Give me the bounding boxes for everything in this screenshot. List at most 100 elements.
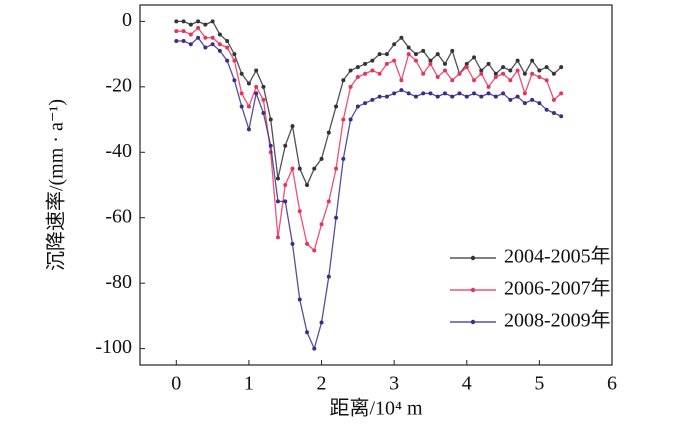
data-point bbox=[203, 35, 208, 40]
data-point bbox=[254, 84, 259, 89]
data-point bbox=[225, 39, 230, 43]
data-point bbox=[493, 94, 498, 99]
data-point bbox=[559, 114, 564, 119]
y-tick-label: -80 bbox=[105, 271, 132, 293]
data-point bbox=[457, 71, 462, 76]
legend-marker bbox=[470, 319, 476, 325]
data-point bbox=[290, 166, 295, 171]
data-point bbox=[283, 183, 288, 187]
data-point bbox=[341, 117, 346, 122]
data-point bbox=[479, 71, 484, 76]
x-axis-label: 距离/10⁴ m bbox=[329, 397, 423, 420]
data-point bbox=[508, 78, 513, 83]
data-point bbox=[210, 19, 215, 24]
data-point bbox=[275, 199, 280, 204]
data-point bbox=[348, 68, 353, 73]
y-tick-label: -60 bbox=[105, 205, 132, 227]
data-point bbox=[493, 75, 498, 79]
data-point bbox=[457, 91, 462, 96]
x-tick-label: 5 bbox=[534, 373, 544, 395]
data-point bbox=[319, 156, 324, 161]
data-point bbox=[435, 75, 440, 79]
data-point bbox=[225, 58, 230, 63]
data-point bbox=[551, 111, 556, 115]
data-point bbox=[319, 222, 324, 227]
data-point bbox=[399, 78, 404, 83]
data-point bbox=[334, 166, 339, 171]
data-point bbox=[239, 71, 244, 76]
data-point bbox=[399, 88, 404, 93]
data-point bbox=[399, 35, 404, 40]
data-point bbox=[501, 91, 506, 96]
data-point bbox=[551, 71, 556, 76]
data-point bbox=[196, 25, 201, 30]
plot-frame bbox=[139, 4, 613, 366]
y-tick-label: -100 bbox=[95, 336, 132, 358]
data-point bbox=[174, 39, 179, 43]
data-point bbox=[530, 71, 535, 76]
data-point bbox=[392, 58, 397, 63]
data-point bbox=[442, 68, 447, 73]
data-point bbox=[450, 78, 455, 83]
data-point bbox=[559, 91, 564, 96]
legend-marker bbox=[470, 255, 476, 261]
data-point bbox=[544, 65, 549, 70]
data-point bbox=[551, 97, 556, 102]
data-point bbox=[275, 176, 280, 181]
data-point bbox=[341, 78, 346, 83]
data-point bbox=[290, 124, 295, 129]
data-point bbox=[305, 183, 310, 187]
data-point bbox=[428, 58, 433, 63]
data-point bbox=[530, 58, 535, 63]
data-point bbox=[479, 94, 484, 99]
data-point bbox=[450, 48, 455, 53]
data-point bbox=[268, 117, 273, 122]
data-point bbox=[312, 166, 317, 171]
x-tick-label: 4 bbox=[462, 373, 472, 395]
data-point bbox=[442, 61, 447, 66]
data-point bbox=[355, 104, 360, 109]
data-point bbox=[181, 19, 186, 24]
data-point bbox=[464, 61, 469, 66]
data-point bbox=[435, 52, 440, 57]
data-point bbox=[268, 143, 273, 148]
data-point bbox=[472, 91, 477, 96]
data-point bbox=[181, 29, 186, 34]
data-point bbox=[275, 235, 280, 240]
data-point bbox=[174, 29, 179, 34]
data-point bbox=[246, 127, 251, 132]
data-point bbox=[501, 65, 506, 70]
data-point bbox=[290, 241, 295, 246]
data-point bbox=[334, 104, 339, 109]
x-tick-label: 2 bbox=[317, 373, 327, 395]
data-point bbox=[559, 65, 564, 70]
data-point bbox=[370, 97, 375, 102]
data-point bbox=[522, 71, 527, 76]
data-point bbox=[305, 241, 310, 246]
data-point bbox=[181, 39, 186, 43]
data-point bbox=[464, 94, 469, 99]
data-point bbox=[217, 42, 222, 47]
data-point bbox=[522, 91, 527, 96]
data-point bbox=[188, 32, 193, 37]
data-point bbox=[188, 22, 193, 27]
x-tick-label: 6 bbox=[607, 373, 617, 395]
data-point bbox=[377, 94, 382, 99]
data-point bbox=[239, 104, 244, 109]
data-point bbox=[544, 107, 549, 112]
data-point bbox=[537, 75, 542, 79]
data-point bbox=[225, 45, 230, 50]
data-point bbox=[508, 97, 513, 102]
y-axis-label: 沉降速率/(mm · a⁻¹) bbox=[45, 99, 68, 271]
data-point bbox=[515, 68, 520, 73]
data-point bbox=[326, 274, 331, 279]
data-point bbox=[384, 52, 389, 57]
data-point bbox=[515, 58, 520, 63]
data-point bbox=[522, 101, 527, 106]
data-point bbox=[508, 68, 513, 73]
data-point bbox=[232, 78, 237, 83]
y-tick-label: -40 bbox=[105, 140, 132, 162]
data-point bbox=[363, 101, 368, 106]
data-point bbox=[254, 68, 259, 73]
